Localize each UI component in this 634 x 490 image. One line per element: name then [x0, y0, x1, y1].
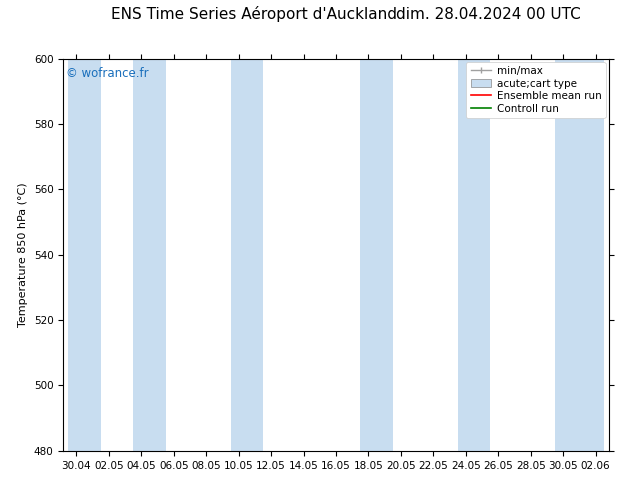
Bar	[68, 59, 101, 451]
Legend: min/max, acute;cart type, Ensemble mean run, Controll run: min/max, acute;cart type, Ensemble mean …	[467, 62, 605, 118]
Bar	[458, 59, 490, 451]
Y-axis label: Temperature 850 hPa (°C): Temperature 850 hPa (°C)	[18, 182, 29, 327]
Text: dim. 28.04.2024 00 UTC: dim. 28.04.2024 00 UTC	[396, 7, 581, 22]
Bar	[360, 59, 393, 451]
Text: ENS Time Series Aéroport d'Auckland: ENS Time Series Aéroport d'Auckland	[111, 6, 398, 22]
Bar	[231, 59, 263, 451]
Bar	[133, 59, 165, 451]
Bar	[555, 59, 604, 451]
Text: © wofrance.fr: © wofrance.fr	[66, 67, 149, 80]
